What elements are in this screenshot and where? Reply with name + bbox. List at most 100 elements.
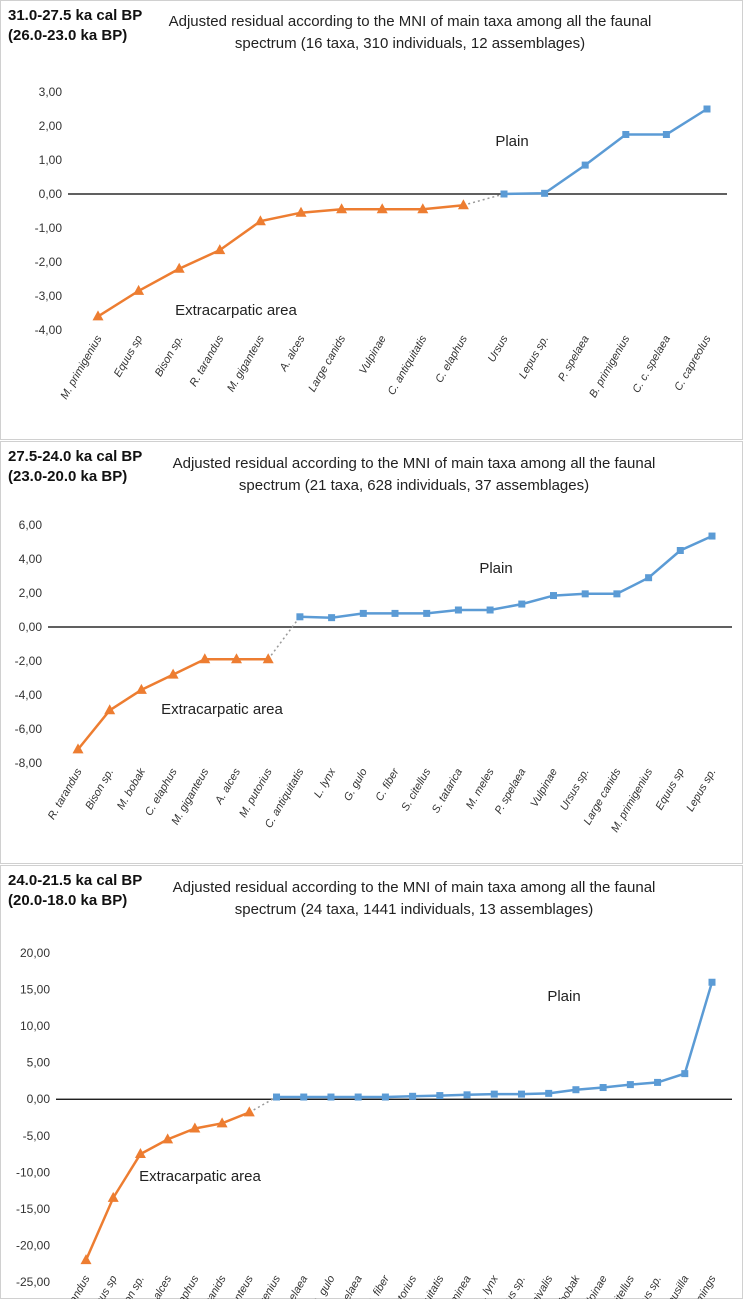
y-tick-label: -10,00 — [16, 1165, 50, 1179]
period-label: 27.5-24.0 ka cal BP — [8, 448, 142, 465]
chart-title: Adjusted residual according to the MNI o… — [173, 879, 656, 896]
data-point-triangle — [189, 1122, 201, 1133]
area-label: Plain — [479, 560, 512, 577]
chart-panel-2: 27.5-24.0 ka cal BP (23.0-20.0 ka BP) Adju… — [0, 441, 743, 864]
data-point-square — [273, 1093, 281, 1101]
series-line-extracarpatic — [97, 203, 464, 318]
chart-panel-3: 24.0-21.5 ka cal BP (20.0-18.0 ka BP) Adju… — [0, 865, 743, 1299]
data-point-square — [391, 609, 399, 617]
y-tick-label: 2,00 — [19, 586, 43, 600]
data-point-triangle — [104, 704, 116, 715]
chart-panel-1: 31.0-27.5 ka cal BP (26.0-23.0 ka BP) Adju… — [0, 0, 743, 440]
y-tick-label: 0,00 — [39, 187, 63, 201]
data-point-square — [654, 1078, 662, 1086]
y-tick-label: -2,00 — [35, 255, 63, 269]
y-tick-label: -2,00 — [15, 654, 43, 668]
series-connector — [267, 616, 301, 660]
data-point-square — [622, 131, 630, 138]
chart-title: spectrum (24 taxa, 1441 individuals, 13 … — [235, 901, 594, 918]
data-point-square — [517, 1090, 525, 1098]
data-point-triangle — [457, 199, 469, 210]
data-point-triangle — [133, 284, 145, 295]
period-label: 24.0-21.5 ka cal BP — [8, 872, 142, 889]
y-tick-label: -25,00 — [16, 1275, 50, 1289]
data-point-triangle — [214, 244, 226, 255]
data-point-square — [572, 1086, 580, 1094]
y-tick-label: -6,00 — [15, 722, 43, 736]
data-point-square — [454, 606, 462, 614]
data-point-square — [708, 978, 716, 986]
y-tick-label: 20,00 — [20, 946, 50, 960]
data-point-square — [296, 613, 304, 621]
data-point-triangle — [376, 203, 388, 214]
data-point-triangle — [199, 653, 211, 664]
y-tick-label: 15,00 — [20, 983, 50, 997]
area-label: Extracarpatic area — [139, 1168, 261, 1185]
y-tick-label: -4,00 — [35, 323, 63, 337]
data-point-square — [354, 1093, 362, 1101]
chart-title: spectrum (21 taxa, 628 individuals, 37 a… — [239, 477, 589, 494]
data-point-triangle — [417, 203, 429, 214]
area-label: Plain — [547, 988, 580, 1005]
data-point-square — [645, 574, 653, 582]
chart-2: 27.5-24.0 ka cal BP (23.0-20.0 ka BP) Adju… — [0, 441, 743, 864]
y-tick-label: 5,00 — [27, 1056, 51, 1070]
data-point-square — [703, 105, 711, 113]
area-label: Extracarpatic area — [161, 701, 283, 718]
series-line-plain — [299, 534, 713, 619]
period-label: 31.0-27.5 ka cal BP — [8, 7, 142, 24]
y-tick-label: -5,00 — [23, 1129, 51, 1143]
data-point-triangle — [336, 203, 348, 214]
data-point-triangle — [80, 1254, 92, 1265]
data-point-square — [626, 1081, 634, 1089]
chart-1: 31.0-27.5 ka cal BP (26.0-23.0 ka BP) Adju… — [0, 0, 743, 440]
data-point-square — [500, 190, 508, 198]
y-tick-label: 3,00 — [39, 85, 63, 99]
data-point-square — [409, 1092, 417, 1100]
chart-frame — [0, 441, 743, 864]
data-point-square — [490, 1090, 498, 1098]
chart-title: Adjusted residual according to the MNI o… — [169, 13, 652, 30]
data-point-square — [300, 1093, 308, 1101]
data-point-triangle — [262, 653, 274, 664]
y-tick-label: -8,00 — [15, 756, 43, 770]
series-line-plain — [503, 107, 708, 196]
data-point-triangle — [295, 206, 307, 217]
y-tick-label: 0,00 — [19, 620, 43, 634]
y-tick-label: -1,00 — [35, 221, 63, 235]
period-label: (26.0-23.0 ka BP) — [8, 27, 127, 44]
y-tick-label: -20,00 — [16, 1238, 50, 1252]
chart-frame — [0, 865, 743, 1299]
data-point-square — [541, 189, 549, 197]
data-point-square — [545, 1089, 553, 1097]
area-label: Plain — [495, 133, 528, 150]
chart-title: spectrum (16 taxa, 310 individuals, 12 a… — [235, 35, 585, 52]
data-point-triangle — [216, 1117, 228, 1128]
data-point-triangle — [72, 743, 84, 754]
data-point-square — [486, 606, 494, 614]
y-tick-label: 0,00 — [27, 1092, 51, 1106]
chart-3: 24.0-21.5 ka cal BP (20.0-18.0 ka BP) Adju… — [0, 865, 743, 1299]
y-tick-label: 2,00 — [39, 119, 63, 133]
y-tick-label: -3,00 — [35, 289, 63, 303]
data-point-square — [681, 1070, 689, 1078]
data-point-square — [423, 609, 431, 617]
data-point-triangle — [167, 668, 179, 679]
data-point-square — [581, 590, 589, 598]
period-label: (20.0-18.0 ka BP) — [8, 892, 127, 909]
data-point-triangle — [254, 215, 266, 226]
data-point-square — [359, 609, 367, 617]
data-point-triangle — [231, 653, 242, 664]
data-point-square — [708, 532, 716, 540]
data-point-square — [436, 1092, 444, 1100]
data-point-square — [676, 547, 684, 554]
series-connector — [248, 1096, 277, 1114]
data-point-triangle — [92, 310, 104, 321]
area-label: Extracarpatic area — [175, 302, 297, 319]
data-point-triangle — [243, 1106, 255, 1117]
data-point-square — [518, 600, 526, 608]
data-point-square — [599, 1084, 607, 1092]
y-tick-label: -15,00 — [16, 1202, 50, 1216]
data-point-triangle — [107, 1191, 119, 1202]
period-label: (23.0-20.0 ka BP) — [8, 468, 127, 485]
